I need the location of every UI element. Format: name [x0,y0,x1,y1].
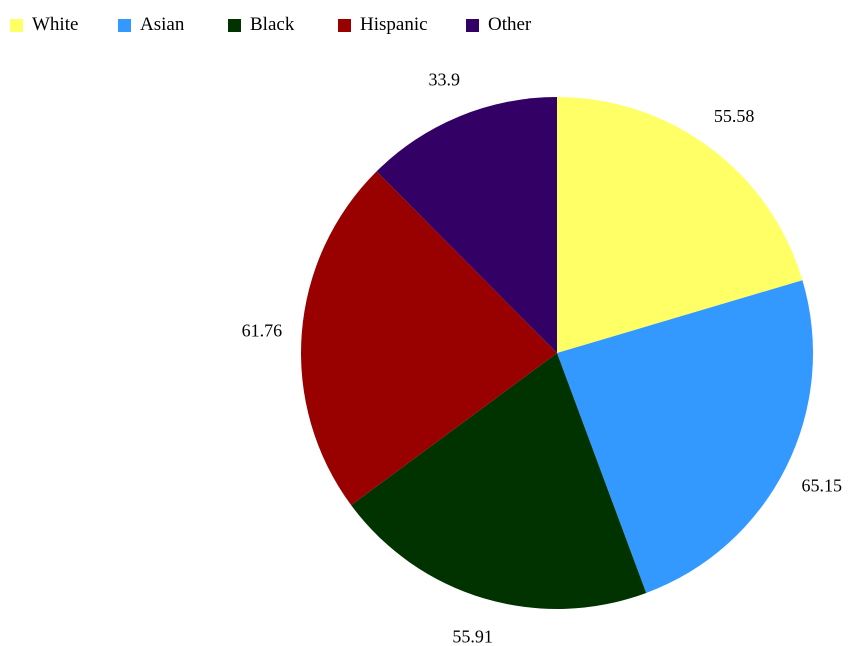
pie-label-other: 33.9 [428,69,460,89]
legend-label-asian: Asian [140,14,185,35]
legend-label-other: Other [488,14,532,35]
chart-legend: White Asian Black Hispanic Other [10,14,546,36]
pie-label-white: 55.58 [714,106,755,126]
pie-slice-black [351,353,647,610]
legend-label-black: Black [250,14,295,35]
pie-label-asian: 65.15 [802,475,843,495]
legend-item-asian: Asian [118,14,228,36]
legend-swatch-other [466,18,479,32]
legend-swatch-black [228,18,241,32]
legend-item-hispanic: Hispanic [338,14,466,36]
legend-item-white: White [10,14,118,36]
legend-label-hispanic: Hispanic [360,14,428,35]
pie-slice-other [376,97,557,353]
legend-swatch-white [10,18,23,32]
pie-slice-asian [557,280,813,593]
pie-label-hispanic: 61.76 [242,321,283,341]
pie-slice-labels: 55.58 65.15 55.91 61.76 33.9 [242,69,842,646]
pie-slice-white [557,97,803,353]
pie-label-black: 55.91 [452,627,493,646]
legend-swatch-hispanic [338,18,351,32]
legend-item-other: Other [466,14,546,36]
legend-swatch-asian [118,18,131,32]
pie-slices [301,97,813,610]
legend-label-white: White [32,14,79,35]
legend-item-black: Black [228,14,338,36]
pie-slice-hispanic [301,171,557,506]
